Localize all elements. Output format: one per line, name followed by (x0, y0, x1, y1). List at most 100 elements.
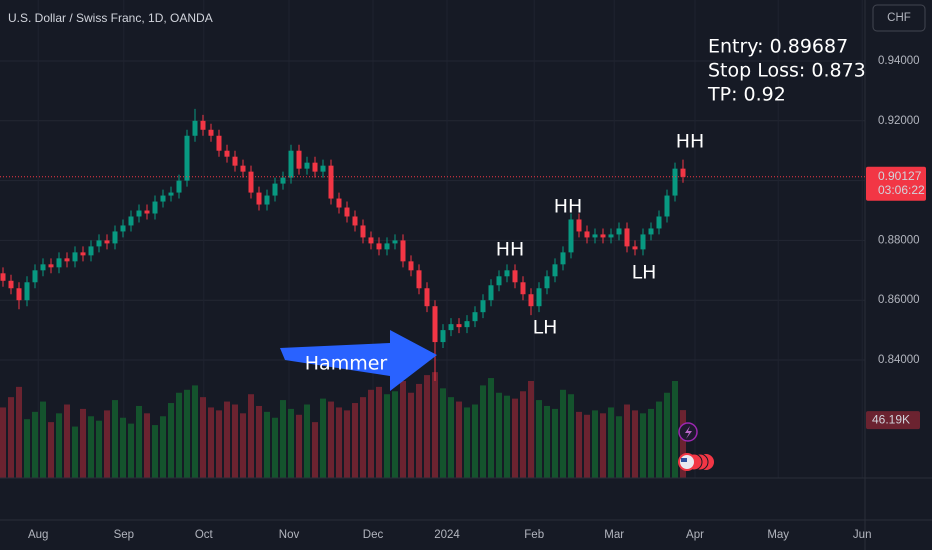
volume-bar (336, 407, 342, 478)
candle-body (32, 270, 38, 283)
volume-bar (600, 413, 606, 478)
candle-body (368, 237, 374, 244)
volume-bar (272, 417, 278, 478)
candle-body (680, 168, 686, 177)
volume-bar (248, 394, 254, 478)
candle-body (648, 228, 654, 235)
currency-button[interactable] (872, 4, 926, 32)
volume-bar (512, 398, 518, 478)
volume-bar (152, 425, 158, 478)
x-tick-label: Sep (114, 529, 134, 541)
candle-body (592, 234, 598, 238)
volume-bar (592, 410, 598, 478)
volume-bar (432, 372, 438, 478)
volume-bar (344, 410, 350, 478)
candle-body (208, 129, 214, 136)
volume-bar (656, 401, 662, 478)
candle-body (480, 300, 486, 313)
candle-body (624, 228, 630, 247)
y-tick-label: 0.86000 (878, 294, 920, 306)
entry-note: Entry: 0.89687 (708, 36, 848, 58)
volume-bar (616, 416, 622, 478)
volume-bar (472, 404, 478, 478)
volume-bar (584, 414, 590, 478)
volume-bar (48, 422, 54, 478)
candle-body (192, 120, 198, 136)
swing-label: LH (533, 317, 558, 339)
candle-body (384, 243, 390, 250)
volume-bar (680, 410, 686, 478)
candle-body (472, 312, 478, 322)
volume-bar (624, 404, 630, 478)
candle-body (0, 273, 6, 281)
candle-body (256, 192, 262, 205)
volume-bar (400, 380, 406, 478)
x-tick-label: Dec (363, 529, 384, 541)
candle-body (536, 288, 542, 307)
volume-bar (648, 408, 654, 478)
hammer-arrow (280, 330, 437, 391)
volume-bar (160, 416, 166, 478)
x-tick-label: Feb (524, 529, 544, 541)
candle-body (448, 324, 454, 331)
volume-bar (376, 386, 382, 478)
volume-bar (632, 410, 638, 478)
flag-canton (681, 458, 687, 462)
candle-body (528, 294, 534, 307)
swing-label: HH (676, 131, 705, 153)
candle-body (176, 180, 182, 193)
candle-body (584, 231, 590, 238)
volume-pane (0, 372, 686, 478)
candle-body (112, 231, 118, 244)
volume-bar (32, 411, 38, 478)
y-tick-label: 0.92000 (878, 115, 920, 127)
volume-bar (16, 386, 22, 478)
x-tick-label: Aug (28, 529, 48, 541)
volume-bar (96, 420, 102, 478)
volume-bar (312, 422, 318, 478)
volume-bar (256, 405, 262, 478)
volume-bar (640, 413, 646, 478)
candle-body (560, 252, 566, 265)
volume-bar (264, 411, 270, 478)
candle-body (496, 276, 502, 286)
volume-bar (192, 385, 198, 478)
candle-body (672, 168, 678, 196)
volume-bar (440, 388, 446, 478)
volume-bar (392, 391, 398, 478)
swing-label: LH (632, 262, 657, 284)
candle-body (392, 240, 398, 244)
volume-bar (88, 416, 94, 478)
volume-bar (360, 397, 366, 478)
y-tick-label: 0.84000 (878, 354, 920, 366)
volume-bar (200, 397, 206, 478)
volume-bar (384, 394, 390, 478)
candle-body (640, 234, 646, 250)
volume-bar (184, 389, 190, 478)
volume-bar (320, 398, 326, 478)
volume-bar (136, 405, 142, 478)
volume-bar (504, 395, 510, 478)
last-price-tag (866, 166, 926, 201)
candle-body (328, 165, 334, 199)
volume-bar (496, 392, 502, 478)
candle-body (232, 156, 238, 166)
last-price-label: 0.90127 (878, 169, 922, 183)
volume-bar (40, 401, 46, 478)
volume-tag (866, 411, 920, 430)
candle-body (16, 288, 22, 301)
volume-bar (352, 403, 358, 478)
candle-body (400, 240, 406, 262)
candle-body (520, 282, 526, 295)
volume-bar (216, 410, 222, 478)
volume-bar (112, 400, 118, 478)
candle-body (240, 165, 246, 172)
candle-body (320, 165, 326, 172)
volume-bar (64, 404, 70, 478)
candle-body (96, 240, 102, 247)
candle-body (312, 162, 318, 172)
candle-body (464, 321, 470, 328)
candle-body (184, 135, 190, 181)
